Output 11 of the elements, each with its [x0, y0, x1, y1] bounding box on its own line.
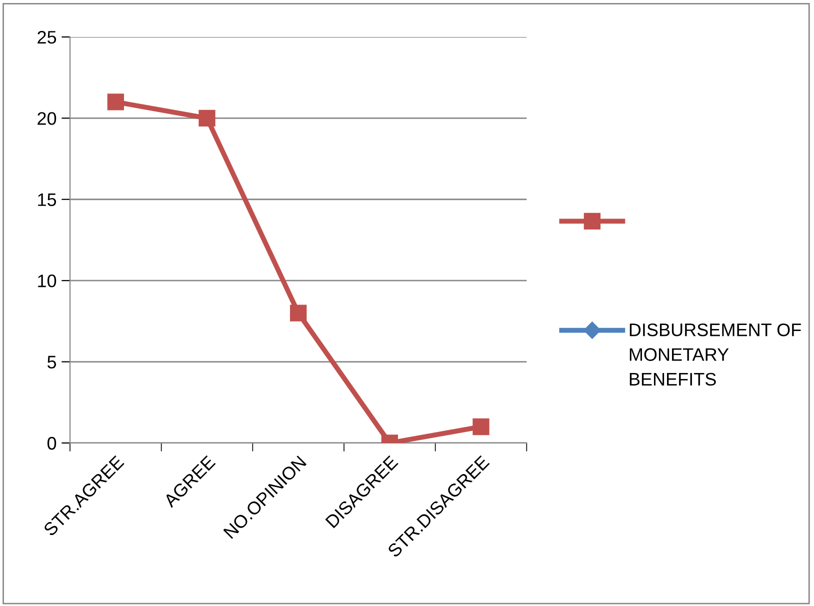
y-tick-label: 25 — [38, 30, 56, 44]
y-tick-label: 10 — [38, 274, 56, 288]
point — [198, 110, 216, 127]
legend-label: DISBURSEMENT OF MONETARY BENEFITS — [630, 323, 801, 386]
y-tick-label: 15 — [38, 193, 56, 206]
point — [472, 418, 490, 436]
point — [290, 304, 307, 322]
y-tick-label: 5 — [47, 356, 56, 368]
y-tick-label: 0 — [47, 436, 56, 450]
y-tick-label: 20 — [38, 112, 56, 125]
point — [107, 94, 124, 110]
